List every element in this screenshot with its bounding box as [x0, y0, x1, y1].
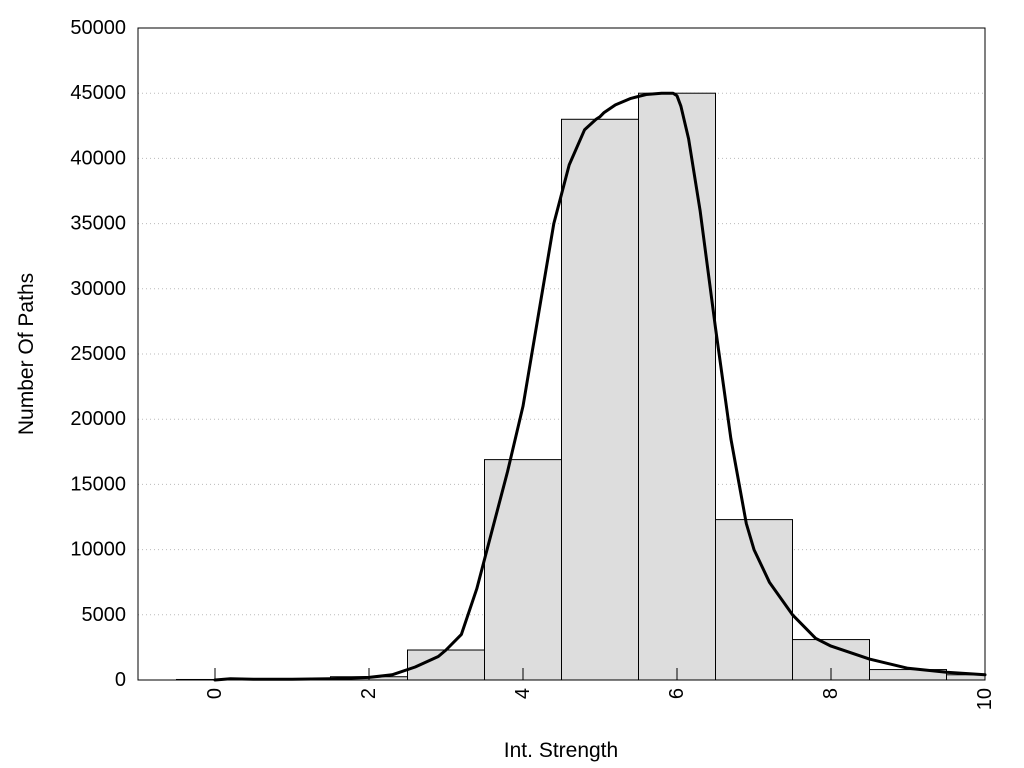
y-tick-label: 0 — [115, 669, 126, 691]
x-tick-label: 8 — [820, 688, 842, 699]
y-tick-label: 25000 — [70, 343, 126, 365]
density-curve — [213, 91, 987, 682]
y-tick-label: 20000 — [70, 408, 126, 430]
y-axis-title: Number Of Paths — [15, 273, 38, 435]
x-tick-label: 6 — [666, 688, 688, 699]
y-tick-label: 45000 — [70, 82, 126, 104]
histogram-bar — [638, 92, 716, 681]
x-tick-label: 4 — [512, 688, 534, 699]
histogram-bar — [484, 459, 562, 681]
x-tick-label: 0 — [204, 688, 226, 699]
x-axis-ticks: 0 2 4 6 8 10 — [204, 668, 996, 710]
x-tick-label: 2 — [358, 688, 380, 699]
y-tick-label: 30000 — [70, 278, 126, 300]
y-tick-label: 10000 — [70, 539, 126, 561]
y-tick-label: 40000 — [70, 147, 126, 169]
y-tick-label: 5000 — [82, 604, 127, 626]
histogram-bar — [561, 118, 639, 681]
plot-frame — [137, 27, 986, 681]
x-axis-title: Int. Strength — [504, 739, 618, 762]
x-tick-label: 10 — [974, 688, 996, 710]
density-curve-line — [213, 91, 987, 682]
y-tick-label: 50000 — [70, 17, 126, 39]
y-axis-ticks: 0 5000 10000 15000 20000 25000 30000 35000 40000… — [70, 17, 126, 691]
y-tick-label: 35000 — [70, 213, 126, 235]
y-tick-label: 15000 — [70, 473, 126, 495]
bars — [176, 92, 986, 681]
